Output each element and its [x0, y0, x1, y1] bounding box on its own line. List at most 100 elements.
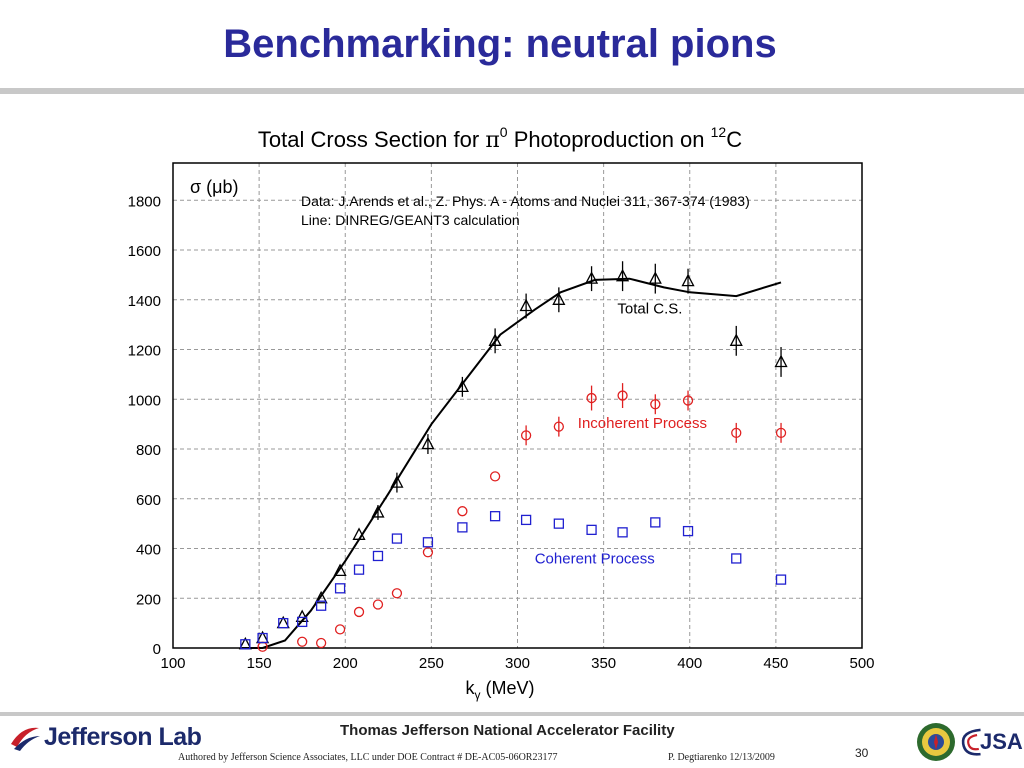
x-axis-label-sub: γ	[475, 688, 481, 702]
y-tick-label: 0	[153, 641, 161, 658]
data-point-square	[353, 564, 365, 575]
data-point-circle	[353, 606, 365, 618]
data-point-triangle	[774, 354, 788, 368]
data-point-triangle	[615, 268, 630, 282]
data-point-square	[682, 525, 694, 537]
data-point-circle	[586, 392, 597, 404]
x-tick-label: 100	[160, 655, 185, 672]
data-point-circle	[297, 636, 308, 647]
x-tick-label: 350	[591, 655, 616, 672]
series-circle	[257, 383, 787, 652]
x-axis-label-unit: (MeV)	[481, 678, 535, 698]
data-point-circle	[315, 637, 327, 649]
data-point-circle	[334, 624, 346, 635]
y-tick-label: 1400	[128, 293, 161, 310]
data-point-circle	[489, 471, 501, 482]
y-tick-label: 1200	[128, 343, 161, 360]
data-point-circle	[422, 547, 434, 558]
y-tick-label: 600	[136, 492, 161, 509]
data-point-circle	[731, 427, 742, 439]
series-label: Total C.S.	[617, 300, 682, 317]
data-point-square	[553, 518, 564, 529]
page-number: 30	[855, 746, 869, 760]
data-point-square	[315, 600, 327, 611]
data-point-circle	[553, 421, 564, 432]
chart-title: Total Cross Section for π0 Photoproducti…	[258, 124, 742, 153]
data-point-square	[297, 616, 308, 628]
data-point-circle	[775, 427, 787, 439]
jsa-logo: JSA	[958, 722, 1023, 762]
series-label: Incoherent Process	[578, 415, 707, 432]
x-tick-labels: 100 150 200 250 300 350 400 450 500	[160, 655, 874, 672]
data-point-circle	[372, 599, 384, 610]
data-point-triangle	[352, 527, 366, 540]
data-point-circle	[457, 506, 468, 517]
series-label: Coherent Process	[535, 550, 655, 567]
data-point-triangle	[552, 292, 566, 305]
data-point-square	[457, 522, 468, 533]
data-point-square	[775, 574, 787, 585]
series-triangle	[238, 261, 788, 650]
data-point-circle	[391, 588, 403, 599]
facility-name: Thomas Jefferson National Accelerator Fa…	[340, 722, 675, 739]
x-tick-label: 450	[763, 655, 788, 672]
author-date: P. Degtiarenko 12/13/2009	[668, 752, 775, 763]
series-square	[240, 511, 787, 650]
chart-title-mid: Photoproduction on	[508, 127, 711, 152]
chart-title-pi: π	[485, 128, 499, 153]
data-point-circle	[650, 399, 661, 410]
y-tick-label: 1600	[128, 243, 161, 260]
data-point-triangle	[729, 333, 743, 346]
data-point-square	[240, 639, 251, 650]
doe-seal-icon	[916, 722, 956, 767]
data-point-square	[650, 517, 661, 528]
data-point-square	[617, 527, 628, 538]
jlab-swoosh-icon	[11, 727, 40, 751]
y-tick-label: 1000	[128, 392, 161, 409]
data-point-square	[391, 533, 403, 544]
data-point-square	[586, 524, 597, 536]
chart-title-pi-sup: 0	[500, 124, 508, 140]
data-point-square	[520, 514, 532, 526]
chart-title-main: Total Cross Section for	[258, 127, 485, 152]
data-point-triangle	[295, 609, 309, 623]
y-axis-label: σ (μb)	[190, 177, 238, 197]
lab-name: Jefferson Lab	[44, 722, 202, 751]
chart-grid	[172, 163, 863, 649]
calculation-annotation: Line: DINREG/GEANT3 calculation	[301, 212, 520, 228]
y-tick-label: 200	[136, 591, 161, 608]
x-tick-label: 200	[333, 655, 358, 672]
data-point-triangle	[681, 273, 695, 287]
title-divider	[0, 88, 1024, 94]
jefferson-lab-logo: Jefferson Lab	[8, 722, 202, 752]
jsa-swirl-icon	[961, 728, 981, 756]
data-point-triangle	[333, 563, 347, 577]
x-axis-label: kγ (MeV)	[466, 678, 535, 702]
x-tick-label: 400	[677, 655, 702, 672]
data-point-circle	[682, 395, 694, 406]
data-point-triangle	[314, 590, 328, 604]
data-point-square	[422, 537, 434, 548]
y-tick-label: 1800	[128, 193, 161, 210]
data-point-square	[257, 632, 268, 644]
data-point-triangle	[488, 333, 502, 346]
cross-section-chart: Total Cross Section for π0 Photoproducti…	[128, 124, 875, 702]
data-point-triangle	[519, 298, 533, 312]
series-labels-layer: Total C.S. Incoherent Process Coherent Pro…	[535, 300, 707, 567]
chart-title-nucleus: C	[726, 127, 742, 152]
x-tick-label: 250	[419, 655, 444, 672]
data-point-triangle	[584, 271, 599, 284]
y-tick-label: 800	[136, 442, 161, 459]
x-tick-label: 300	[505, 655, 530, 672]
y-tick-labels: 0 200 400 600 800 1000 1200 1400 1600 1800	[128, 193, 161, 658]
data-point-circle	[617, 390, 628, 401]
calculation-line-layer	[241, 277, 782, 649]
data-point-square	[278, 617, 289, 629]
chart-container: Total Cross Section for π0 Photoproducti…	[90, 110, 910, 710]
x-tick-label: 500	[849, 655, 874, 672]
data-point-triangle	[390, 475, 404, 488]
data-source-annotation: Data: J.Arends et al., Z. Phys. A - Atom…	[301, 193, 750, 209]
data-point-triangle	[371, 505, 385, 518]
data-point-square	[372, 550, 384, 562]
data-point-square	[489, 511, 501, 522]
